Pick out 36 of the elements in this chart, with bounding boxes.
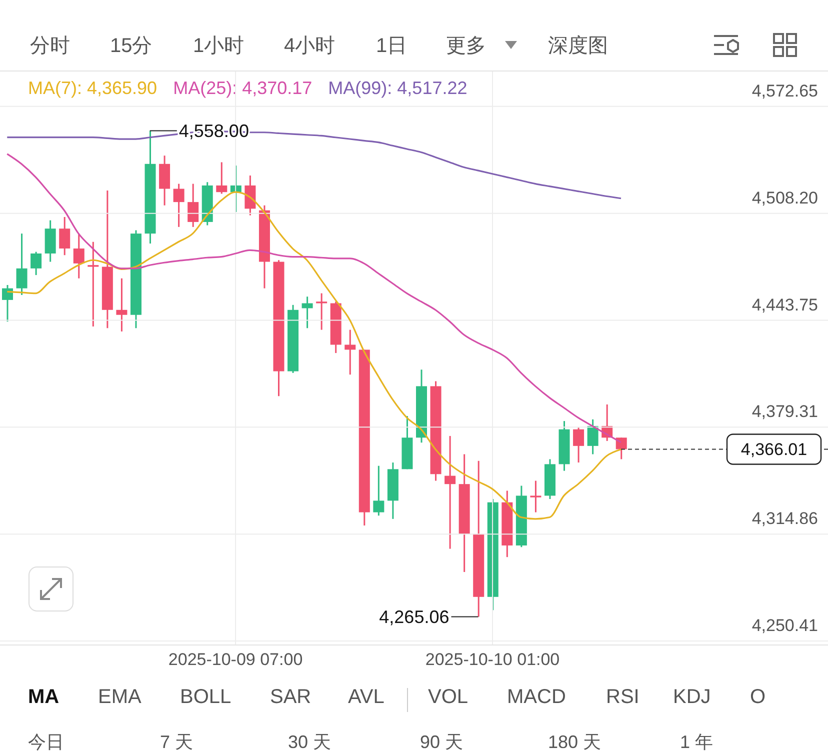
text: 180 天 — [548, 731, 602, 754]
x-tick-label: 2025-10-09 07:00 — [168, 650, 303, 670]
y-tick-label: 4,508.20 — [752, 188, 818, 208]
text: 分时 — [30, 34, 70, 58]
text: MACD — [507, 686, 566, 709]
text: MA(25): 4,370.17 — [173, 78, 312, 99]
text: 1小时 — [193, 34, 244, 58]
text: 30 天 — [288, 731, 332, 754]
text: 7 天 — [160, 731, 194, 754]
y-tick-label: 4,572.65 — [752, 81, 818, 100]
text: MA(99): 4,517.22 — [328, 78, 468, 99]
text: O — [750, 686, 766, 709]
y-tick-label: 4,250.41 — [752, 616, 818, 635]
text: RSI — [606, 686, 640, 709]
text: AVL — [348, 686, 384, 709]
ref-line-label: 4,366.01 — [740, 440, 808, 460]
text: 今日 — [28, 731, 64, 754]
text: MA — [28, 686, 60, 709]
text: 1日 — [376, 34, 408, 58]
text: 15分 — [110, 34, 152, 58]
text: 1 年 — [680, 731, 714, 754]
text: EMA — [98, 686, 142, 709]
y-tick-label: 4,314.86 — [752, 509, 818, 528]
text: VOL — [428, 686, 468, 709]
text: 更多 — [446, 34, 487, 58]
text: 90 天 — [420, 731, 464, 754]
text: 深度图 — [548, 34, 608, 58]
y-tick-label: 4,379.31 — [752, 402, 818, 422]
text: MA(7): 4,365.90 — [28, 78, 158, 99]
y-tick-label: 4,443.75 — [752, 295, 818, 314]
text: BOLL — [180, 686, 232, 709]
text: 4小时 — [284, 34, 336, 58]
text: KDJ — [673, 686, 711, 709]
text: SAR — [270, 686, 312, 709]
x-tick-label: 2025-10-10 01:00 — [425, 650, 560, 670]
annotation: 4,265.06 — [379, 607, 450, 627]
